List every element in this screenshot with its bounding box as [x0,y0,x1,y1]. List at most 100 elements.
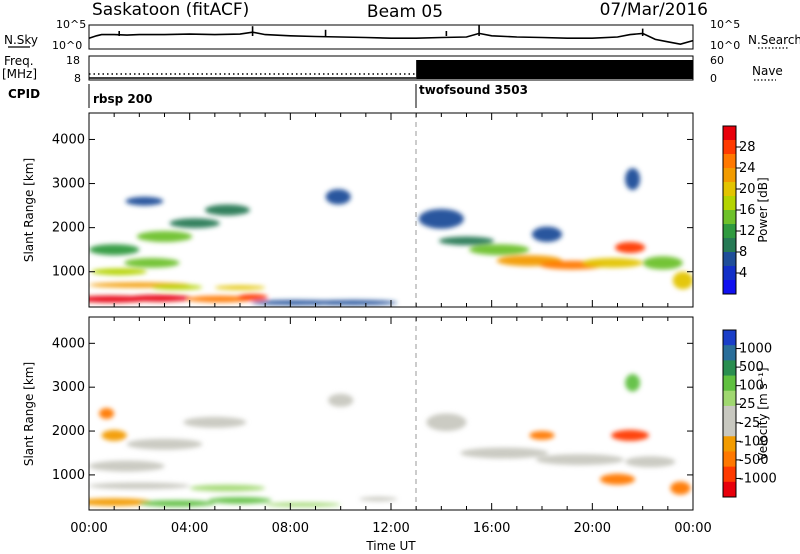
colorbar-swatch-7 [723,421,736,437]
frequency-series [89,60,693,79]
noise-panel: N.Sky 10^5 10^0 10^5 10^0 N.Search [4,18,800,52]
cpid-segment-2: twofsound 3503 [419,83,528,97]
data-region-8 [126,438,203,450]
velocity-heatmap [89,374,691,507]
freq-left-tick-bottom: 8 [74,72,81,85]
data-region-10 [101,429,127,441]
colorbar-swatch-6 [723,405,736,422]
colorbar-swatch-12 [723,280,736,295]
date-title: 07/Mar/2016 [600,0,708,20]
velocity-y-ticks: 1000 2000 3000 4000 [52,336,693,483]
power-colorbar-label: Power [dB] [756,177,770,242]
power-x-ticks [88,113,694,307]
x-tick-label-4: 16:00 [473,521,510,536]
data-region-4 [265,502,341,507]
x-tick-label-2: 08:00 [272,521,309,536]
colorbar-tick-label-5: 12 [739,224,756,239]
colorbar-tick-label-2: 500 [739,360,764,375]
colorbar-tick-label-1: 1000 [739,342,772,357]
y-tick-label-4000: 4000 [52,132,85,147]
nave-block-2 [416,60,693,79]
data-region-18 [611,429,649,441]
colorbar-swatch-6 [723,196,736,211]
data-region-16 [309,300,398,306]
x-tick-label-3: 12:00 [372,521,409,536]
noise-sky-series [88,31,694,46]
power-y-ticks: 1000 2000 3000 4000 [52,132,693,280]
data-region-14 [125,196,164,206]
velocity-ylabel: Slant Range [km] [22,362,36,466]
data-region-11 [99,408,115,419]
data-region-19 [599,473,636,485]
colorbar-swatch-4 [723,375,736,392]
x-tick-label-1: 04:00 [171,521,208,536]
data-region-7 [89,460,165,472]
data-region-17 [529,431,555,440]
colorbar-swatch-11 [723,266,736,281]
freq-right-tick-top: 60 [710,54,724,67]
data-region-9 [124,258,180,268]
colorbar-tick-label-6: 8 [739,245,747,260]
data-region-13 [426,413,467,432]
data-region-2 [126,294,193,302]
noise-left-tick-bottom: 10^0 [52,39,82,52]
colorbar-swatch-1 [723,330,736,346]
freq-unit-label: [MHz] [2,67,37,81]
data-region-6 [151,284,203,290]
colorbar-swatch-11 [723,481,736,498]
data-region-24 [615,242,646,253]
data-region-16 [625,456,676,468]
colorbar-tick-label-3: 20 [739,182,756,197]
data-region-26 [672,271,693,290]
colorbar-swatch-10 [723,252,736,267]
beam-title: Beam 05 [367,2,443,22]
colorbar-tick-label-4: 25 [739,397,756,412]
colorbar-swatch-1 [723,126,736,141]
y-tick-label-2000: 2000 [52,424,85,439]
data-region-21 [625,374,641,392]
colorbar-tick-label-2: 24 [739,161,756,176]
y-tick-label-4000: 4000 [52,336,85,351]
y-tick-label-1000: 1000 [52,265,85,280]
colorbar-frame [722,329,737,498]
colorbar-swatch-2 [723,140,736,155]
colorbar-tick-label-5: -25 [739,416,760,431]
data-region-19 [438,236,495,246]
data-region-14 [460,447,549,459]
frequency-panel: Freq. [MHz] 18 8 60 0 Nave [2,54,783,85]
y-tick-label-1000: 1000 [52,468,85,483]
data-region-18 [418,208,464,229]
cpid-segment-1: rbsp 200 [93,92,152,106]
colorbar-tick-label-8: -1000 [739,471,777,486]
data-region-15 [535,454,624,466]
data-region-7 [214,285,266,290]
colorbar-swatch-9 [723,451,736,468]
colorbar-swatch-3 [723,360,736,377]
data-region-25 [642,256,683,270]
data-region-1 [89,498,152,506]
power-heatmap [89,168,693,306]
colorbar-swatch-5 [723,390,736,407]
nsky-label: N.Sky [4,33,38,47]
data-region-9 [183,416,247,428]
cpid-label: CPID [8,87,40,101]
x-axis-label: Time UT [365,539,416,553]
station-title: Saskatoon (fitACF) [92,0,249,20]
data-region-22 [359,496,398,502]
colorbar-swatch-9 [723,238,736,253]
x-tick-label-6: 00:00 [674,521,711,536]
data-region-2 [139,500,215,507]
data-region-27 [531,226,563,242]
colorbar-tick-label-3: 100 [739,379,764,394]
data-region-13 [204,204,250,216]
y-tick-label-2000: 2000 [52,221,85,236]
velocity-colorbar: 1000 500 100 25 -25 -100 -500 -1000 [722,329,777,498]
data-region-3 [208,497,272,504]
x-tick-label-0: 00:00 [70,521,107,536]
data-region-10 [89,244,140,256]
noise-right-tick-bottom: 10^0 [710,39,740,52]
freq-label: Freq. [4,54,34,68]
data-region-17 [325,189,351,205]
colorbar-tick-label-7: 4 [739,266,747,281]
